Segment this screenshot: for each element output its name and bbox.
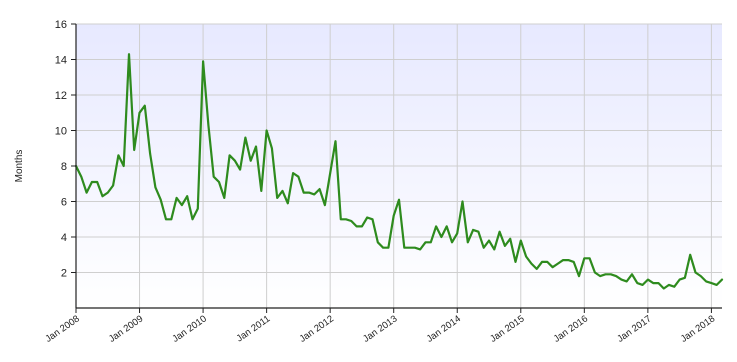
y-tick-label: 16 xyxy=(55,19,67,31)
series-line xyxy=(74,53,724,290)
x-tick-label: Jan 2013 xyxy=(361,313,399,344)
x-tick-label: Jan 2008 xyxy=(43,313,81,344)
x-tick-label: Jan 2017 xyxy=(615,313,653,344)
y-axis-tick-labels: 2 4 6 8 10 12 14 16 xyxy=(55,19,67,280)
y-tick-label: 12 xyxy=(55,90,67,102)
y-tick-label: 10 xyxy=(55,126,67,138)
y-tick-label: 14 xyxy=(55,55,67,67)
x-tick-label: Jan 2016 xyxy=(552,313,590,344)
x-axis-tick-labels: Jan 2008 Jan 2009 Jan 2010 Jan 2011 Jan 2012… xyxy=(43,313,717,344)
y-axis-label: Months xyxy=(14,150,25,183)
x-tick-label: Jan 2015 xyxy=(488,313,526,344)
x-tick-label: Jan 2018 xyxy=(679,313,717,344)
y-tick-label: 4 xyxy=(61,232,67,244)
y-tick-label: 8 xyxy=(61,161,67,173)
x-tick-label: Jan 2009 xyxy=(107,313,145,344)
y-tick-label: 6 xyxy=(61,197,67,209)
x-tick-label: Jan 2014 xyxy=(425,313,463,344)
x-tick-label: Jan 2011 xyxy=(235,313,273,344)
series-layer xyxy=(74,53,724,290)
axes xyxy=(71,23,722,313)
x-tick-label: Jan 2012 xyxy=(298,313,336,344)
x-tick-label: Jan 2010 xyxy=(170,313,208,344)
y-tick-label: 2 xyxy=(61,268,67,280)
